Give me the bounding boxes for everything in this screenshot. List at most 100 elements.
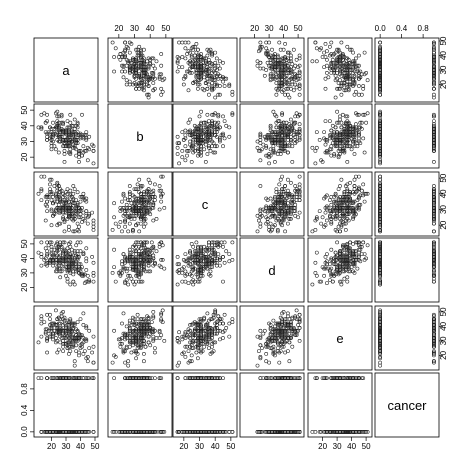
point-a-b-218 (140, 79, 145, 84)
point-b-c-24 (222, 119, 227, 124)
point-e-b-144 (154, 336, 159, 340)
point-a-e-205 (326, 75, 331, 80)
point-d-a-196 (71, 279, 76, 284)
panel-d-vs-cancer (374, 237, 440, 303)
point-c-b-136 (126, 229, 131, 234)
point-e-a-88 (78, 317, 83, 322)
point-d-b-201 (162, 266, 167, 271)
point-d-b-95 (149, 240, 154, 245)
point-a-b-194 (132, 62, 137, 67)
point-d-c-142 (217, 263, 222, 268)
diagonal-label-b: b (136, 129, 143, 144)
point-c-b-185 (120, 199, 124, 204)
point-d-e-37 (324, 252, 329, 257)
point-c-a-59 (36, 191, 41, 196)
point-a-c-69 (183, 40, 188, 45)
point-b-c-44 (203, 142, 208, 147)
point-e-b-153 (126, 359, 131, 364)
panel-b-vs-c (172, 103, 238, 169)
point-d-c-97 (180, 279, 185, 284)
point-d-e-53 (365, 243, 370, 248)
panel-b-vs-d (239, 103, 305, 169)
point-e-b-69 (127, 344, 132, 349)
point-a-b-12 (127, 50, 132, 55)
point-d-b-191 (129, 276, 134, 281)
point-c-d-16 (283, 229, 288, 234)
point-e-b-170 (146, 334, 151, 339)
point-b-c-34 (222, 136, 227, 141)
point-a-cancer-184 (431, 86, 436, 91)
point-b-c-144 (188, 117, 193, 122)
point-a-b-169 (146, 66, 151, 71)
point-b-e-53 (365, 111, 370, 116)
point-a-c-34 (222, 84, 227, 88)
point-c-a-132 (56, 202, 61, 207)
point-b-e-160 (313, 161, 318, 166)
point-a-b-37 (121, 63, 126, 68)
point-a-b-45 (159, 86, 164, 91)
point-e-a-69 (91, 344, 96, 349)
panel-frame (172, 37, 238, 103)
point-e-b-95 (149, 320, 154, 325)
point-b-e-78 (356, 136, 361, 141)
panel-a-vs-e (307, 37, 373, 103)
point-d-e-52 (355, 266, 360, 271)
point-e-a-160 (91, 360, 96, 365)
point-b-a-216 (85, 158, 90, 163)
point-b-d-56 (272, 159, 277, 164)
point-a-c-6 (180, 65, 185, 70)
point-c-a-124 (75, 221, 80, 226)
point-b-e-153 (314, 145, 319, 150)
point-e-a-31 (87, 346, 92, 351)
point-a-b-175 (137, 50, 142, 55)
point-c-a-80 (91, 218, 96, 223)
point-a-e-217 (353, 89, 358, 94)
panel-frame (374, 171, 440, 237)
point-a-b-139 (123, 69, 128, 74)
point-a-b-199 (138, 63, 143, 68)
point-a-b-89 (145, 59, 150, 64)
point-c-a-168 (45, 199, 50, 204)
point-c-e-27 (323, 210, 328, 215)
point-c-e-181 (348, 180, 353, 185)
point-b-a-113 (84, 130, 89, 135)
point-c-b-212 (123, 196, 128, 201)
point-e-a-27 (90, 350, 95, 355)
point-c-a-169 (65, 187, 70, 192)
point-a-c-124 (183, 56, 188, 61)
point-b-e-47 (352, 152, 357, 156)
point-b-d-136 (255, 145, 260, 150)
point-a-c-184 (195, 86, 200, 91)
point-a-d-162 (255, 63, 260, 68)
point-b-d-216 (258, 158, 263, 163)
point-b-c-69 (183, 144, 188, 149)
point-e-b-128 (141, 359, 146, 364)
point-b-a-185 (62, 152, 67, 156)
point-a-d-113 (270, 47, 274, 52)
point-a-e-48 (324, 71, 329, 75)
point-d-b-160 (110, 270, 115, 275)
point-c-a-78 (48, 187, 52, 192)
point-d-c-134 (221, 254, 225, 259)
panel-c-vs-a (33, 171, 99, 237)
panel-frame (107, 37, 173, 103)
diagonal-label-a: a (62, 63, 70, 78)
point-a-b-144 (154, 59, 159, 64)
point-a-b-201 (162, 76, 167, 81)
point-a-b-69 (127, 40, 132, 45)
panel-e-vs-a (33, 305, 99, 371)
panel-b-vs-a (33, 103, 99, 169)
point-a-c-93 (206, 92, 211, 97)
point-b-e-201 (335, 109, 340, 114)
point-c-b-208 (143, 221, 148, 226)
panel-d-vs-b (107, 237, 173, 303)
panel-c-vs-b (107, 171, 173, 237)
point-a-c-80 (186, 40, 191, 45)
point-a-d-97 (258, 40, 263, 45)
point-c-e-57 (327, 198, 332, 203)
point-e-b-57 (152, 346, 157, 351)
point-c-d-181 (288, 180, 293, 185)
point-d-e-160 (313, 270, 318, 275)
panel-b-vs-cancer (374, 103, 440, 169)
point-b-a-184 (45, 137, 50, 142)
